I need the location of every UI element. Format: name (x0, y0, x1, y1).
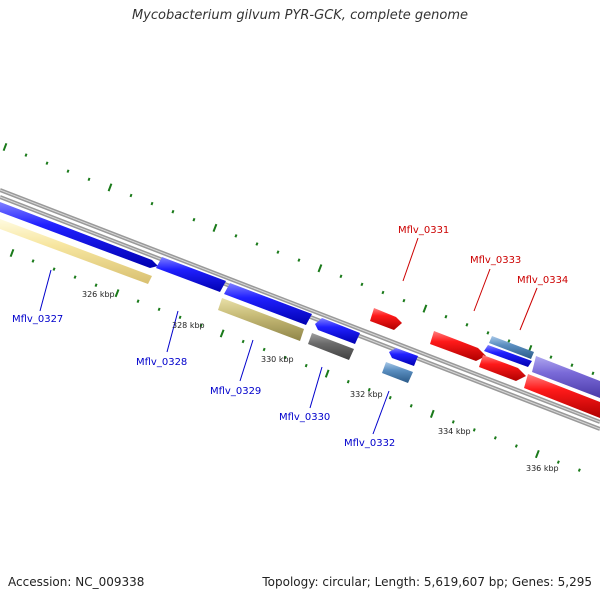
minor-tick (241, 339, 245, 344)
major-tick (534, 449, 540, 459)
minor-tick (262, 347, 266, 352)
minor-tick (346, 379, 350, 384)
major-tick (114, 289, 120, 298)
minor-tick (381, 290, 385, 295)
minor-tick (304, 363, 308, 368)
minor-tick (276, 250, 280, 254)
minor-tick (31, 259, 35, 263)
minor-tick (150, 201, 154, 206)
minor-tick (493, 436, 497, 440)
major-tick (212, 223, 218, 232)
minor-tick (367, 387, 371, 392)
minor-tick (199, 323, 203, 328)
gene-feature-mflv-0330-cds[interactable] (315, 318, 360, 344)
accession-text: Accession: NC_009338 (8, 575, 145, 589)
minor-tick (52, 267, 56, 271)
scale-label-336: 336 kbp (526, 464, 559, 473)
gene-feature-mflv-0327-cds[interactable] (0, 202, 158, 268)
minor-tick (549, 355, 553, 359)
minor-tick (171, 209, 175, 214)
gene-label-mflv-0332[interactable]: Mflv_0332 (344, 438, 395, 449)
minor-tick (409, 404, 413, 408)
minor-tick (255, 242, 259, 246)
minor-tick (66, 169, 70, 173)
gene-label-mflv-0329[interactable]: Mflv_0329 (210, 386, 261, 397)
gene-feature-mflv-0334-misc[interactable] (532, 356, 600, 398)
minor-tick (87, 177, 91, 182)
minor-tick (283, 355, 287, 360)
genome-title: Mycobacterium gilvum PYR-GCK, complete g… (131, 8, 469, 23)
major-tick (107, 183, 113, 192)
major-tick (324, 369, 330, 378)
gene-feature-mflv-0332-misc[interactable] (382, 362, 413, 383)
minor-tick (94, 283, 98, 287)
major-tick (219, 329, 225, 338)
scale-label-328: 328 kbp (172, 321, 205, 330)
scale-label-326: 326 kbp (82, 290, 115, 299)
minor-tick (339, 274, 343, 279)
minor-tick (402, 298, 406, 303)
gene-feature-mflv-0333-rev[interactable] (484, 345, 532, 367)
gene-label-mflv-0327[interactable]: Mflv_0327 (12, 314, 63, 325)
minor-tick (388, 395, 392, 400)
minor-tick (360, 282, 364, 287)
gene-feature-mflv-0332-cds[interactable] (389, 348, 418, 366)
minor-tick (178, 315, 182, 320)
gene-label-mflv-0331[interactable]: Mflv_0331 (398, 225, 449, 236)
minor-tick (451, 420, 455, 424)
gene-feature-mflv-0329-cds[interactable] (224, 283, 312, 325)
gene-label-mflv-0334[interactable]: Mflv_0334 (517, 275, 568, 286)
minor-tick (591, 371, 595, 376)
gene-feature-mflv-0334-b[interactable] (524, 374, 600, 418)
minor-tick (192, 217, 196, 222)
major-tick (422, 304, 428, 313)
minor-tick (556, 460, 560, 464)
gene-feature-mflv-0333-misc[interactable] (489, 336, 534, 359)
scale-label-330: 330 kbp (261, 355, 294, 364)
minor-tick (486, 331, 490, 335)
gene-feature-mflv-0331[interactable] (370, 308, 402, 330)
minor-tick (129, 193, 133, 198)
minor-tick (444, 314, 448, 319)
minor-tick (570, 363, 574, 367)
minor-tick (507, 339, 511, 343)
major-tick (2, 142, 8, 152)
tick-ring (2, 142, 595, 376)
genome-backbone-highlight (0, 189, 600, 423)
minor-tick (234, 234, 238, 238)
gene-feature-mflv-0327-rna[interactable] (0, 219, 152, 284)
minor-tick (577, 468, 581, 472)
tick-ring-inner (9, 248, 581, 472)
gene-label-mflv-0333[interactable]: Mflv_0333 (470, 255, 521, 266)
scale-label-332: 332 kbp (350, 390, 383, 399)
major-tick (9, 248, 15, 258)
gene-feature-mflv-0334-a[interactable] (479, 355, 526, 381)
minor-tick (157, 307, 161, 312)
gene-feature-mflv-0333[interactable] (430, 331, 486, 361)
major-tick (429, 409, 435, 418)
minor-tick (472, 428, 476, 432)
minor-tick (24, 153, 28, 157)
minor-tick (45, 161, 49, 165)
major-tick (317, 264, 323, 273)
minor-tick (136, 299, 140, 303)
scale-label-334: 334 kbp (438, 427, 471, 436)
gene-feature-mflv-0329-misc[interactable] (218, 298, 304, 341)
gene-label-mflv-0328[interactable]: Mflv_0328 (136, 357, 187, 368)
gene-feature-mflv-0330-misc[interactable] (308, 333, 354, 360)
minor-tick (73, 275, 77, 279)
genome-summary-text: Topology: circular; Length: 5,619,607 bp… (262, 575, 592, 589)
gene-label-mflv-0330[interactable]: Mflv_0330 (279, 412, 330, 423)
minor-tick (297, 258, 301, 262)
minor-tick (465, 323, 469, 327)
gene-callout-lines (39, 237, 538, 435)
gene-feature-mflv-0328[interactable] (156, 257, 226, 292)
minor-tick (514, 444, 518, 448)
